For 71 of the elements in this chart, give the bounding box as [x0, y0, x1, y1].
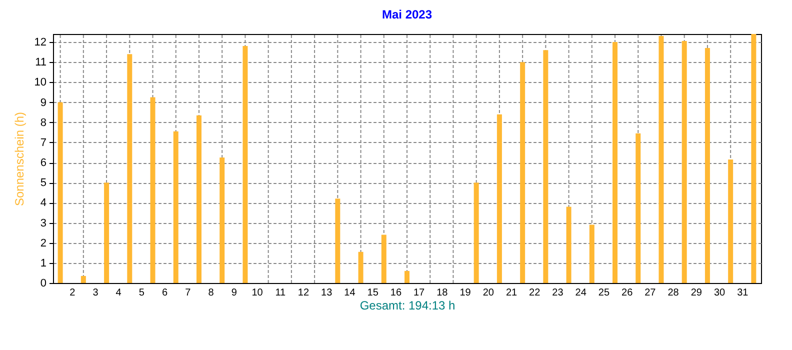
x-tick-label: 12: [298, 288, 310, 298]
x-tick-label: 15: [367, 288, 379, 298]
bar: [242, 46, 248, 283]
y-tick-label: 9: [40, 96, 46, 109]
y-tick-label: 4: [40, 197, 46, 210]
y-axis-title: Sonnenschein (h): [12, 112, 26, 206]
x-tick-label: 19: [460, 288, 472, 298]
bar: [173, 131, 178, 283]
x-tick-label: 24: [575, 288, 587, 298]
x-tick-label: 25: [598, 288, 610, 298]
bar: [104, 182, 110, 283]
bar: [404, 270, 410, 283]
bar: [682, 41, 687, 283]
y-tick-label: 0: [40, 278, 46, 290]
bar: [612, 42, 618, 283]
bar: [636, 133, 641, 283]
x-tick-label: 10: [252, 288, 264, 298]
y-tick-label: 10: [34, 76, 46, 89]
x-axis-title: Gesamt: 194:13 h: [360, 298, 456, 312]
y-tick-label: 7: [40, 136, 46, 149]
y-tick-label: 11: [35, 56, 46, 69]
bar: [474, 182, 479, 283]
y-tick-label: 3: [40, 217, 46, 230]
y-tick-label: 8: [40, 116, 46, 129]
bar: [358, 252, 364, 283]
x-tick-label: 7: [185, 288, 192, 298]
bar: [335, 198, 340, 283]
bar: [150, 97, 156, 283]
bar: [543, 50, 548, 283]
x-tick-label: 16: [390, 288, 402, 298]
bar: [196, 115, 202, 283]
x-tick-label: 17: [413, 288, 426, 298]
x-tick-label: 3: [92, 288, 99, 298]
x-tick-label: 20: [482, 288, 494, 298]
bar: [704, 48, 710, 283]
y-tick-label: 6: [40, 157, 46, 170]
x-tick-label: 23: [552, 288, 564, 298]
bar: [58, 102, 63, 283]
bar: [520, 62, 526, 283]
y-tick-label: 5: [40, 177, 46, 190]
x-tick-label: 18: [436, 288, 448, 298]
x-tick-label: 5: [138, 288, 145, 298]
chart-title: Mai 2023: [382, 8, 432, 22]
x-tick-label: 11: [275, 288, 286, 298]
bar: [566, 206, 572, 283]
bar: [220, 157, 225, 283]
bar: [80, 276, 86, 283]
x-tick-label: 13: [321, 288, 333, 298]
bar: [496, 114, 502, 283]
bar: [728, 160, 734, 283]
x-tick-label: 27: [644, 288, 656, 298]
bar: [658, 36, 664, 283]
x-tick-label: 4: [116, 288, 122, 298]
x-tick-label: 28: [668, 288, 680, 298]
x-tick-label: 29: [690, 288, 702, 298]
y-tick-label: 1: [40, 257, 46, 270]
bar: [589, 224, 594, 283]
x-tick-label: 30: [714, 288, 726, 298]
x-tick-label: 2: [70, 288, 76, 298]
x-tick-label: 6: [162, 288, 168, 298]
x-tick-label: 9: [231, 288, 238, 298]
x-tick-label: 8: [208, 288, 214, 298]
y-tick-label: 2: [40, 237, 46, 250]
x-tick-label: 31: [737, 288, 749, 298]
x-tick-label: 22: [529, 288, 541, 298]
bar: [381, 234, 386, 283]
bar: [127, 54, 132, 283]
x-tick-label: 14: [344, 288, 356, 298]
x-tick-label: 26: [622, 288, 634, 298]
y-tick-label: 12: [34, 36, 46, 49]
x-tick-label: 21: [506, 288, 518, 298]
